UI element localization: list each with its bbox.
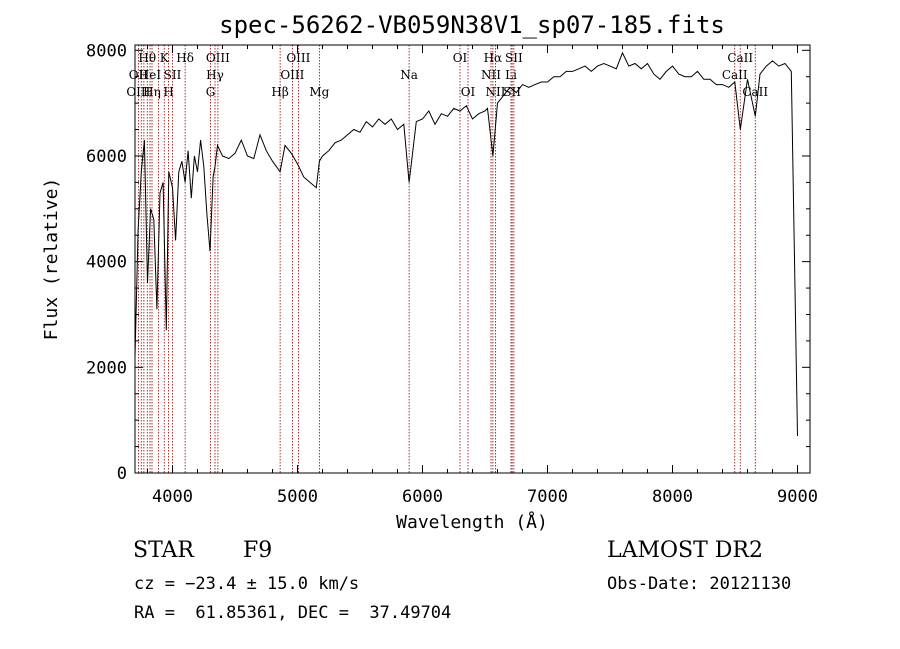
line-label: OIII — [206, 51, 230, 65]
y-tick-label: 8000 — [86, 41, 127, 61]
obs-date-text: Obs-Date: 20121130 — [607, 574, 792, 594]
line-label: Hθ — [138, 51, 156, 65]
line-label: K — [160, 51, 170, 65]
x-axis-label: Wavelength (Å) — [396, 511, 548, 533]
x-tick-label: 7000 — [527, 487, 568, 507]
redshift-text: cz = −23.4 ± 15.0 km/s — [134, 574, 360, 594]
y-tick-label: 6000 — [86, 147, 127, 167]
plot-frame — [134, 44, 811, 474]
line-label: Hβ — [271, 85, 288, 99]
line-label: Hη — [143, 85, 161, 99]
survey-name: LAMOST DR2 — [607, 538, 763, 563]
line-label: OIII — [280, 68, 304, 82]
line-label: CaII — [727, 51, 753, 65]
x-tick-label: 6000 — [402, 487, 443, 507]
line-label: SII — [505, 51, 523, 65]
line-label: OII — [129, 68, 149, 82]
line-label: CaII — [742, 85, 768, 99]
x-tick-label: 5000 — [277, 487, 318, 507]
y-tick-label: 4000 — [86, 253, 127, 273]
x-tick-label: 9000 — [777, 487, 818, 507]
x-axis: 4000 5000 6000 7000 8000 9000 — [147, 45, 818, 507]
line-label: CaII — [722, 68, 748, 82]
line-label: Li — [505, 68, 517, 82]
x-tick-label: 4000 — [152, 487, 193, 507]
line-label: HeI — [139, 68, 162, 82]
line-label: OI — [461, 85, 476, 99]
y-axis-label: Flux (relative) — [41, 178, 62, 341]
object-subclass: F9 — [243, 538, 273, 563]
line-label: G — [206, 85, 216, 99]
line-label: Na — [400, 68, 418, 82]
line-label: NII — [481, 68, 501, 82]
spectrum-series-line — [134, 51, 798, 437]
line-label: Mg — [309, 85, 329, 99]
line-label: OIII — [126, 85, 150, 99]
line-label: Hα — [484, 51, 503, 65]
x-tick-label: 8000 — [652, 487, 693, 507]
line-labels: Hθ OII OIII HeI Hη K SII H Hδ OIII Hγ G OIII OIII Hβ Mg… — [126, 51, 768, 99]
y-axis: 0 2000 4000 6000 8000 — [86, 41, 810, 484]
line-label: NII — [486, 85, 506, 99]
line-label: H — [163, 85, 173, 99]
coordinates-text: RA = 61.85361, DEC = 37.49704 — [134, 603, 452, 623]
line-label: SII — [503, 85, 521, 99]
line-label: Hδ — [176, 51, 194, 65]
line-markers — [137, 45, 756, 473]
y-tick-label: 2000 — [86, 358, 127, 378]
line-label: SII — [164, 68, 182, 82]
line-label: OI — [453, 51, 468, 65]
object-class: STAR — [133, 538, 194, 563]
line-label: Hγ — [206, 68, 224, 82]
line-label: OIII — [286, 51, 310, 65]
chart-title: spec-56262-VB059N38V1_sp07-185.fits — [219, 11, 725, 39]
y-tick-label: 0 — [117, 464, 127, 484]
